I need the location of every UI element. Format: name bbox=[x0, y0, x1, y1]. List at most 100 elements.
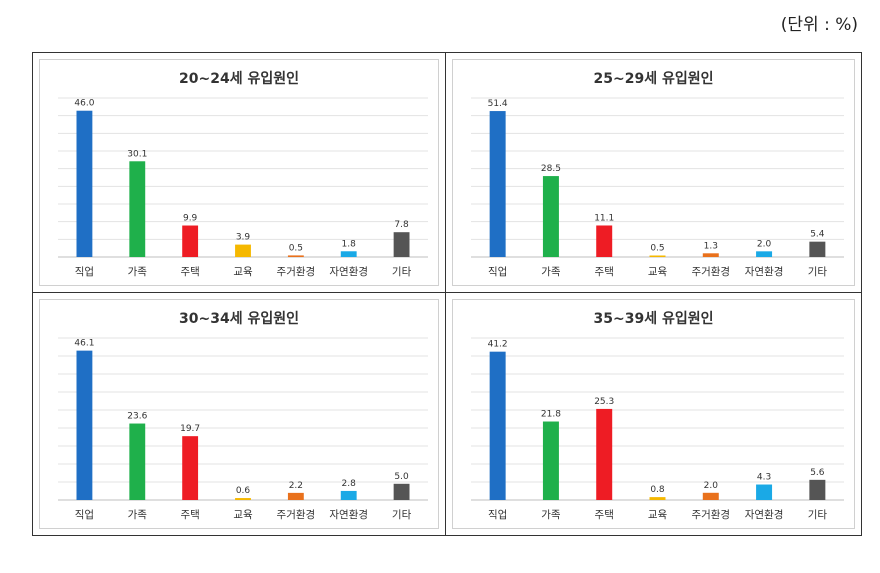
category-label: 교육 bbox=[648, 266, 668, 278]
data-label: 5.6 bbox=[810, 468, 825, 478]
vertical-divider bbox=[445, 52, 446, 536]
category-label: 자연환경 bbox=[329, 265, 368, 278]
bar-자연환경 bbox=[340, 251, 357, 257]
bar-chart-35-39: 35~39세 유입원인 41.2 직업 21.8 가족 25.3 주택 0.8 교육 2.0 주거환… bbox=[471, 310, 844, 521]
category-label: 직업 bbox=[488, 508, 507, 521]
bar-직업 bbox=[489, 111, 506, 257]
data-label: 25.3 bbox=[594, 397, 614, 407]
category-label: 자연환경 bbox=[329, 508, 368, 521]
data-label: 7.8 bbox=[394, 220, 409, 230]
category-label: 기타 bbox=[392, 266, 412, 278]
data-label: 51.4 bbox=[488, 99, 508, 109]
category-label: 직업 bbox=[488, 265, 507, 278]
data-label: 2.2 bbox=[289, 481, 303, 491]
charts-frame bbox=[32, 52, 862, 536]
bar-자연환경 bbox=[756, 251, 773, 257]
bar-교육 bbox=[235, 498, 251, 500]
bar-주거환경 bbox=[702, 492, 719, 500]
chart-title: 25~29세 유입원인 bbox=[594, 70, 714, 87]
bar-주택 bbox=[596, 225, 613, 257]
bar-교육 bbox=[649, 255, 666, 257]
category-label: 주거환경 bbox=[691, 265, 730, 278]
horizontal-divider bbox=[32, 292, 862, 293]
bar-교육 bbox=[649, 497, 666, 500]
data-label: 4.3 bbox=[757, 473, 771, 483]
bar-chart-25-29: 25~29세 유입원인 51.4 직업 28.5 가족 11.1 주택 0.5 교육 1.3 주거환… bbox=[471, 70, 844, 278]
category-label: 자연환경 bbox=[745, 508, 784, 521]
category-label: 가족 bbox=[128, 509, 148, 521]
category-label: 주택 bbox=[595, 266, 614, 278]
data-label: 21.8 bbox=[541, 410, 561, 420]
data-label: 28.5 bbox=[541, 164, 561, 174]
category-label: 가족 bbox=[541, 509, 561, 521]
bar-chart-30-34: 30~34세 유입원인 46.1 직업 23.6 가족 19.7 주택 0.6 교육 2.2 주거환… bbox=[58, 310, 428, 521]
data-label: 46.0 bbox=[74, 99, 94, 109]
bar-가족 bbox=[542, 176, 559, 257]
data-label: 46.1 bbox=[74, 339, 94, 349]
category-label: 주택 bbox=[180, 509, 199, 521]
bar-직업 bbox=[489, 351, 506, 500]
data-label: 41.2 bbox=[488, 340, 508, 350]
data-label: 1.8 bbox=[342, 239, 357, 249]
bar-자연환경 bbox=[756, 484, 773, 500]
category-label: 가족 bbox=[541, 266, 561, 278]
category-label: 가족 bbox=[128, 266, 148, 278]
unit-label: (단위 : %) bbox=[780, 15, 858, 35]
bar-교육 bbox=[235, 244, 251, 257]
category-label: 교육 bbox=[233, 509, 253, 521]
data-label: 9.9 bbox=[183, 214, 198, 224]
bar-chart-20-24: 20~24세 유입원인 46.0 직업 30.1 가족 9.9 주택 3.9 교육 0.5 주거환경… bbox=[58, 70, 428, 278]
chart-panel-25-29: 25~29세 유입원인 51.4 직업 28.5 가족 11.1 주택 0.5 교육 1.3 주거환… bbox=[446, 53, 861, 292]
category-label: 기타 bbox=[808, 266, 828, 278]
category-label: 직업 bbox=[75, 508, 94, 521]
bar-기타 bbox=[393, 483, 410, 500]
data-label: 2.0 bbox=[704, 481, 719, 491]
category-label: 기타 bbox=[392, 509, 412, 521]
category-label: 교육 bbox=[233, 266, 253, 278]
data-label: 30.1 bbox=[127, 149, 147, 159]
data-label: 19.7 bbox=[180, 424, 200, 434]
category-label: 기타 bbox=[808, 509, 828, 521]
bar-기타 bbox=[809, 241, 826, 257]
data-label: 5.4 bbox=[810, 230, 825, 240]
bar-주거환경 bbox=[702, 253, 719, 257]
category-label: 주거환경 bbox=[277, 508, 316, 521]
data-label: 0.5 bbox=[289, 243, 303, 253]
bar-직업 bbox=[76, 110, 93, 257]
bar-직업 bbox=[76, 350, 93, 500]
chart-panel-20-24: 20~24세 유입원인 46.0 직업 30.1 가족 9.9 주택 3.9 교육 0.5 주거환경… bbox=[33, 53, 445, 292]
category-label: 주택 bbox=[180, 266, 199, 278]
bar-가족 bbox=[129, 161, 146, 257]
bar-주택 bbox=[182, 436, 199, 500]
chart-title: 30~34세 유입원인 bbox=[179, 310, 299, 327]
chart-title: 35~39세 유입원인 bbox=[594, 310, 714, 327]
bar-기타 bbox=[393, 232, 410, 257]
chart-panel-35-39: 35~39세 유입원인 41.2 직업 21.8 가족 25.3 주택 0.8 교육 2.0 주거환… bbox=[446, 293, 861, 535]
chart-panel-30-34: 30~34세 유입원인 46.1 직업 23.6 가족 19.7 주택 0.6 교육 2.2 주거환… bbox=[33, 293, 445, 535]
data-label: 1.3 bbox=[704, 241, 718, 251]
chart-title: 20~24세 유입원인 bbox=[179, 70, 299, 87]
category-label: 자연환경 bbox=[745, 265, 784, 278]
data-label: 3.9 bbox=[236, 233, 251, 243]
category-label: 주거환경 bbox=[277, 265, 316, 278]
data-label: 2.8 bbox=[342, 479, 357, 489]
data-label: 0.6 bbox=[236, 486, 251, 496]
category-label: 주택 bbox=[595, 509, 614, 521]
bar-주거환경 bbox=[287, 492, 304, 500]
data-label: 11.1 bbox=[594, 213, 614, 223]
data-label: 0.8 bbox=[650, 485, 665, 495]
bar-주거환경 bbox=[287, 255, 304, 257]
bar-주택 bbox=[182, 225, 199, 257]
category-label: 직업 bbox=[75, 265, 94, 278]
data-label: 23.6 bbox=[127, 412, 147, 422]
data-label: 0.5 bbox=[650, 244, 664, 254]
bar-가족 bbox=[129, 423, 146, 500]
category-label: 주거환경 bbox=[691, 508, 730, 521]
data-label: 5.0 bbox=[394, 472, 409, 482]
data-label: 2.0 bbox=[757, 239, 772, 249]
bar-주택 bbox=[596, 408, 613, 500]
bar-기타 bbox=[809, 479, 826, 500]
bar-자연환경 bbox=[340, 490, 357, 500]
category-label: 교육 bbox=[648, 509, 668, 521]
bar-가족 bbox=[542, 421, 559, 500]
